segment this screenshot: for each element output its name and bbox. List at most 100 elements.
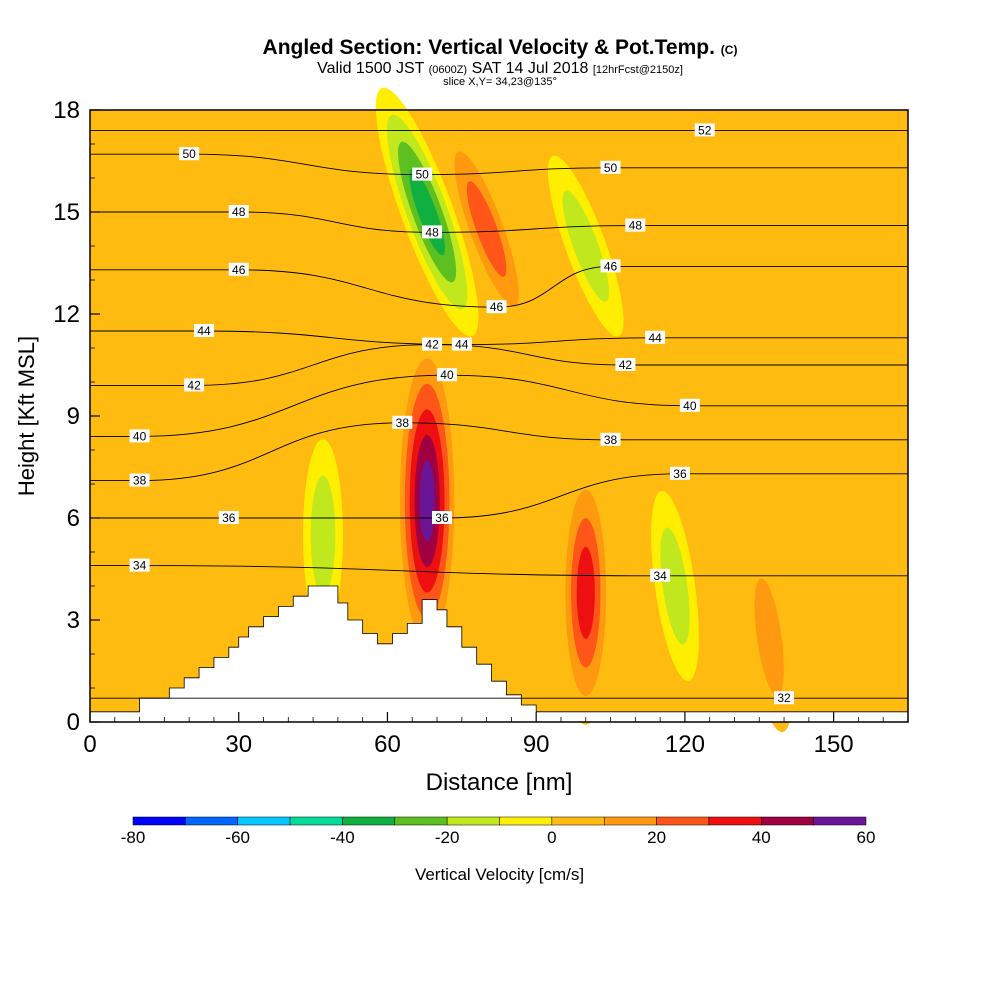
theta-label-bg-25 bbox=[179, 147, 200, 161]
slice-label: slice X,Y= 34,23@135° bbox=[443, 76, 557, 88]
terrain-profile bbox=[89, 585, 909, 723]
theta-label-bg-14 bbox=[422, 337, 443, 351]
y-tick-label-3: 3 bbox=[67, 607, 80, 634]
colorbar-swatch-12 bbox=[708, 816, 762, 826]
y-tick-label-12: 12 bbox=[53, 301, 80, 328]
y-tick-label-18: 18 bbox=[53, 97, 80, 124]
chart-subtitle: Valid 1500 JST (0600Z) SAT 14 Jul 2018 [… bbox=[0, 60, 1000, 78]
theta-label-4: 36 bbox=[222, 511, 236, 525]
theta-label-22: 48 bbox=[232, 205, 246, 219]
theta-label-1: 32 bbox=[777, 691, 791, 705]
theta-label-bg-12 bbox=[679, 398, 700, 412]
theta-label-14: 42 bbox=[425, 338, 439, 352]
theta-label-12: 40 bbox=[683, 399, 697, 413]
chart-title: Angled Section: Vertical Velocity & Pot.… bbox=[0, 36, 1000, 60]
theta-label-bg-4 bbox=[218, 511, 239, 524]
x-tick-label-0: 0 bbox=[83, 731, 96, 758]
downdraft-cell-7 bbox=[651, 490, 699, 682]
theta-label-25: 50 bbox=[182, 147, 196, 161]
y-tick-label-15: 15 bbox=[53, 199, 80, 226]
theta-label-6: 36 bbox=[673, 467, 687, 481]
theta-label-bg-11 bbox=[436, 368, 457, 382]
y-axis: 0 3 6 9 12 15 18 bbox=[53, 97, 100, 736]
theta-label-bg-21 bbox=[600, 259, 621, 273]
colorbar-swatch-5 bbox=[342, 816, 396, 826]
colorbar-label: Vertical Velocity [cm/s] bbox=[415, 865, 584, 884]
x-axis-label: Distance [nm] bbox=[426, 769, 573, 796]
theta-label-bg-3 bbox=[650, 568, 671, 582]
theta-label-bg-26 bbox=[412, 167, 433, 181]
updraft-cell-2 bbox=[559, 460, 612, 725]
colorbar-swatch-2 bbox=[185, 816, 238, 826]
theta-label-bg-27 bbox=[600, 160, 621, 174]
theta-label-bg-17 bbox=[451, 337, 472, 351]
colorbar-swatch-9 bbox=[551, 816, 605, 826]
colorbar-swatch-11 bbox=[656, 816, 710, 826]
colorbar-swatch-4 bbox=[289, 816, 343, 826]
y-tick-label-9: 9 bbox=[67, 403, 80, 430]
subtitle-utc: (0600Z) bbox=[428, 64, 468, 76]
colorbar-tick-20: 20 bbox=[647, 828, 666, 847]
updraft-cell-3 bbox=[442, 121, 532, 337]
chart-title-unit: (C) bbox=[720, 43, 738, 57]
x-tick-label-60: 60 bbox=[374, 731, 401, 758]
theta-label-27: 50 bbox=[604, 161, 618, 175]
theta-label-bg-18 bbox=[645, 330, 666, 344]
chart-title-text: Angled Section: Vertical Velocity & Pot.… bbox=[262, 36, 715, 59]
colorbar-swatch-7 bbox=[446, 816, 500, 826]
theta-label-bg-15 bbox=[615, 358, 636, 371]
downdraft-cell-5 bbox=[547, 155, 624, 337]
subtitle-date: SAT 14 Jul 2018 bbox=[471, 60, 589, 77]
theta-label-16: 44 bbox=[197, 324, 211, 338]
theta-label-28: 52 bbox=[698, 123, 712, 137]
downdraft-cell-6 bbox=[303, 439, 344, 631]
colorbar-swatch-3 bbox=[237, 816, 291, 826]
colorbar-swatch-13 bbox=[761, 816, 814, 826]
theta-label-bg-19 bbox=[228, 262, 249, 276]
terrain-shape bbox=[89, 585, 909, 723]
x-axis: 0 30 60 90 120 150 bbox=[83, 712, 884, 758]
colorbar-tick--20: -20 bbox=[435, 828, 460, 847]
theta-line-36 bbox=[90, 473, 908, 519]
colorbar: -80 -60 -40 -20 0 20 40 60 bbox=[121, 816, 875, 847]
colorbar-tick--60: -60 bbox=[225, 828, 250, 847]
x-tick-label-90: 90 bbox=[523, 731, 550, 758]
theta-label-bg-7 bbox=[129, 473, 150, 487]
theta-label-bg-22 bbox=[228, 205, 249, 218]
x-tick-label-150: 150 bbox=[814, 731, 854, 758]
colorbar-swatch-6 bbox=[394, 816, 448, 826]
theta-label-13: 42 bbox=[187, 378, 201, 392]
colorbar-tick--80: -80 bbox=[121, 828, 146, 847]
theta-contours: 32 34 34 36 36 36 38 38 38 40 40 40 42 42 42 44 44 44 46 46… bbox=[89, 123, 908, 705]
colorbar-tick-0: 0 bbox=[547, 828, 556, 847]
x-tick-label-30: 30 bbox=[225, 731, 252, 758]
colorbar-swatch-1 bbox=[132, 816, 186, 826]
theta-label-bg-8 bbox=[392, 415, 413, 429]
theta-label-17: 44 bbox=[455, 338, 469, 352]
updraft-cell-8 bbox=[745, 541, 794, 733]
theta-label-9: 38 bbox=[604, 433, 618, 447]
updraft-cell-1 bbox=[395, 333, 460, 669]
y-axis-label: Height [Kft MSL] bbox=[14, 336, 39, 496]
theta-label-bg-20 bbox=[486, 300, 507, 314]
theta-label-7: 38 bbox=[133, 474, 147, 488]
theta-label-11: 40 bbox=[440, 368, 454, 382]
theta-line-48 bbox=[90, 211, 908, 233]
theta-label-20: 46 bbox=[490, 300, 504, 314]
theta-label-bg-9 bbox=[600, 432, 621, 446]
theta-label-bg-2 bbox=[129, 558, 150, 572]
theta-label-bg-10 bbox=[129, 429, 150, 443]
theta-label-23: 48 bbox=[425, 225, 439, 239]
colorbar-tick--40: -40 bbox=[330, 828, 355, 847]
theta-label-bg-13 bbox=[184, 378, 205, 392]
colorbar-swatch-10 bbox=[603, 816, 657, 826]
theta-label-21: 46 bbox=[604, 259, 618, 273]
theta-label-26: 50 bbox=[415, 168, 429, 182]
theta-label-8: 38 bbox=[396, 416, 410, 430]
y-tick-label-0: 0 bbox=[67, 709, 80, 736]
subtitle-forecast: [12hrFcst@2150z] bbox=[592, 64, 683, 76]
theta-label-5: 36 bbox=[435, 511, 449, 525]
theta-label-bg-23 bbox=[422, 225, 443, 239]
theta-label-10: 40 bbox=[133, 429, 147, 443]
